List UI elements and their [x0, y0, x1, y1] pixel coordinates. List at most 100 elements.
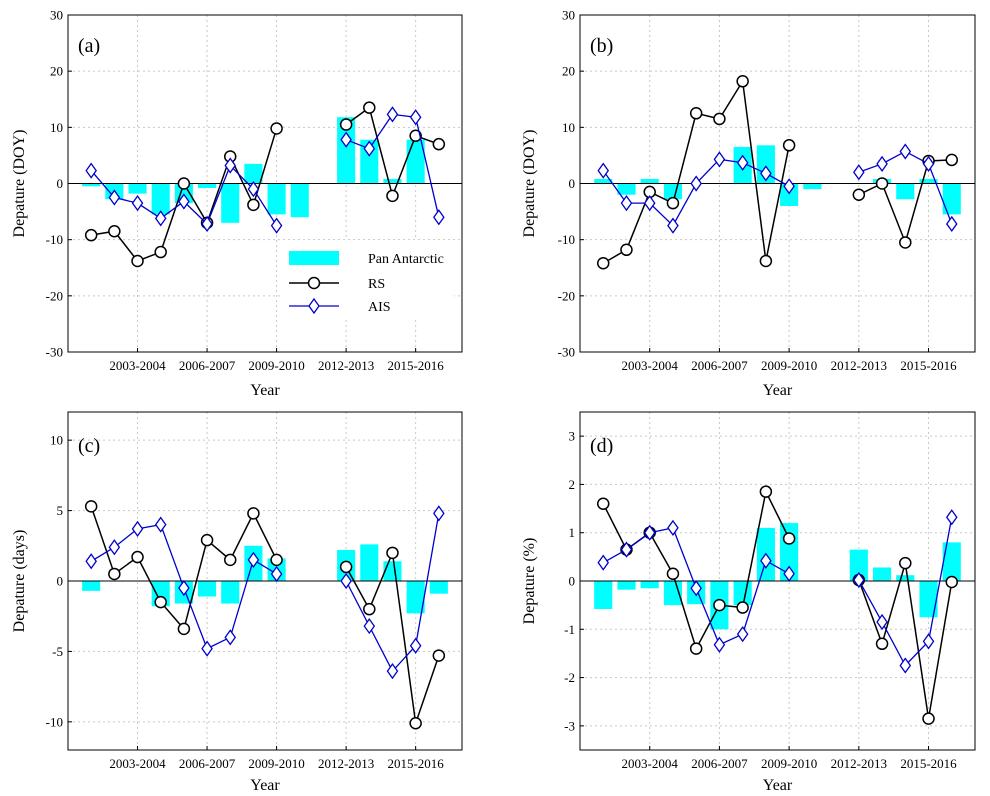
point-ais [178, 579, 190, 597]
point-rs [782, 139, 796, 152]
point-rs [759, 485, 773, 498]
bar-pan-antarctic [919, 179, 938, 184]
y-tick-label: -2 [564, 670, 575, 685]
panel-a: -30 -20 -10 0 10 20 30 2003-2004 2006-2007 2009-2… [11, 8, 463, 399]
bar-pan-antarctic [594, 179, 613, 184]
point-ais [736, 154, 749, 171]
y-tick-label: 1 [569, 525, 576, 540]
point-ais [85, 162, 97, 179]
y-axis-label: Depature (days) [11, 530, 28, 633]
bar-pan-antarctic [594, 581, 613, 610]
x-tick-label: 2015-2016 [900, 756, 957, 771]
point-ais [853, 164, 865, 181]
point-ais [713, 151, 726, 168]
point-ais [108, 539, 121, 556]
bar-pan-antarctic [942, 183, 961, 215]
y-tick-label: 10 [50, 433, 63, 448]
point-rs [713, 598, 726, 612]
bar-pan-antarctic [383, 561, 402, 581]
y-axis-label: Depature (%) [521, 538, 538, 625]
x-tick-label: 2006-2007 [691, 756, 748, 771]
point-ais [922, 155, 935, 172]
point-rs [177, 622, 191, 636]
point-ais [620, 195, 633, 212]
bar-pan-antarctic [337, 117, 356, 184]
legend-swatch-pan-antarctic [289, 251, 339, 265]
x-tick-label: 2006-2007 [179, 756, 236, 771]
point-rs [270, 122, 283, 135]
point-ais [760, 165, 772, 182]
x-tick-label: 2009-2010 [248, 756, 304, 771]
bar-pan-antarctic [82, 581, 101, 591]
x-tick-label: 2012-2013 [318, 358, 374, 373]
point-ais [363, 617, 376, 635]
bar-pan-antarctic [640, 179, 659, 184]
y-tick-label: 3 [569, 429, 576, 444]
point-rs [736, 601, 749, 614]
x-tick-label: 2003-2004 [109, 358, 166, 373]
point-rs [247, 507, 260, 520]
panel-label: (b) [590, 35, 613, 57]
x-axis-label: Year [763, 382, 793, 399]
x-tick-label: 2015-2016 [900, 358, 957, 373]
point-rs [875, 177, 889, 190]
y-tick-label: -10 [46, 714, 63, 729]
point-ais [597, 554, 610, 571]
panel-d: -3 -2 -1 0 1 2 3 2003-2004 2006-2007 2009-2010 201… [521, 411, 976, 794]
y-tick-label: 20 [50, 64, 63, 79]
point-rs [409, 129, 422, 143]
bar-pan-antarctic [221, 183, 240, 223]
point-ais [667, 519, 679, 537]
legend: Pan Antarctic RS AIS [282, 240, 454, 320]
point-rs [596, 257, 610, 270]
point-rs [154, 595, 167, 609]
y-tick-label: -20 [46, 288, 63, 303]
point-rs [363, 602, 376, 616]
bar-pan-antarctic [872, 567, 892, 581]
point-ais [643, 524, 656, 541]
y-tick-label: 10 [562, 120, 575, 135]
x-tick-label: 2003-2004 [109, 756, 166, 771]
point-ais [853, 571, 865, 589]
point-ais [386, 663, 399, 680]
bar-pan-antarctic [617, 183, 636, 195]
point-ais [945, 215, 958, 233]
panel-label: (c) [78, 435, 100, 457]
y-tick-label: -5 [52, 644, 63, 659]
bar-pan-antarctic [896, 575, 915, 581]
point-ais [363, 140, 376, 157]
bar-pan-antarctic [360, 139, 379, 184]
y-tick-label: 0 [57, 574, 64, 589]
point-ais [224, 629, 237, 646]
point-ais [783, 565, 795, 582]
point-ais [736, 625, 749, 643]
bar-pan-antarctic [429, 581, 448, 594]
point-ais [899, 657, 912, 674]
point-rs [177, 177, 191, 190]
bar-pan-antarctic [267, 183, 286, 215]
point-ais [201, 640, 213, 657]
x-tick-label: 2012-2013 [318, 756, 374, 771]
point-ais [409, 109, 422, 126]
x-axis-label: Year [763, 777, 793, 794]
bar-pan-antarctic [780, 183, 799, 206]
bar-pan-antarctic [290, 183, 309, 218]
point-rs [922, 712, 935, 725]
point-rs [759, 254, 773, 268]
x-tick-label: 2003-2004 [622, 358, 679, 373]
point-rs [270, 553, 283, 567]
point-ais [154, 516, 167, 533]
point-rs [432, 649, 446, 662]
line-rs [858, 562, 953, 719]
point-ais [131, 520, 144, 538]
y-axis-label: Depature (DOY) [521, 130, 538, 238]
point-rs [386, 546, 399, 560]
point-ais [224, 157, 237, 174]
bar-pan-antarctic [221, 581, 240, 604]
point-ais [409, 637, 422, 654]
point-rs [666, 196, 680, 210]
point-rs [339, 560, 353, 574]
y-tick-label: -20 [558, 288, 575, 303]
point-ais [783, 178, 795, 195]
point-rs [84, 500, 98, 513]
